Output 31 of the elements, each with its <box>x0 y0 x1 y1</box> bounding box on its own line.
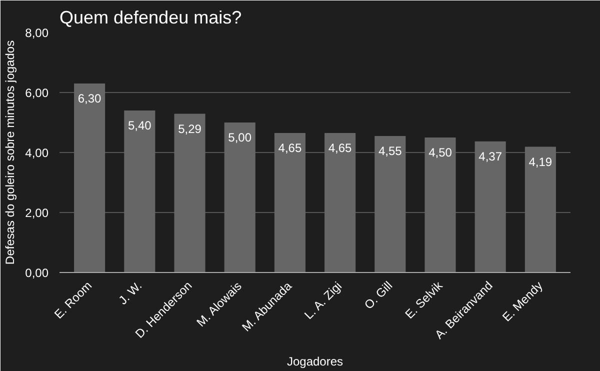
y-tick-label: 0,00 <box>25 266 49 280</box>
data-label: 4,65 <box>328 141 352 155</box>
bar <box>324 133 356 272</box>
bar <box>374 136 406 272</box>
y-tick-label: 6,00 <box>25 86 49 100</box>
data-label: 4,37 <box>478 149 502 164</box>
bar <box>224 122 256 272</box>
data-label: 5,29 <box>178 122 202 136</box>
data-label: 4,50 <box>428 146 452 160</box>
bar <box>524 146 556 272</box>
data-label: 4,65 <box>278 141 302 155</box>
chart-title: Quem defendeu mais? <box>60 8 242 28</box>
bar <box>174 114 206 272</box>
x-tick-label: J. W. <box>116 278 145 308</box>
data-label: 4,19 <box>528 154 552 169</box>
bar <box>124 110 156 272</box>
bar <box>274 133 306 272</box>
bar <box>74 84 106 272</box>
bar <box>474 141 506 272</box>
y-tick-label: 4,00 <box>25 146 49 160</box>
x-tick-label: O. Gill <box>362 278 396 312</box>
data-label: 5,40 <box>128 118 152 132</box>
x-tick-label: L. A. Zigi <box>302 279 345 322</box>
y-axis-title: Defesas do goleiro sobre minutos jogados <box>3 40 18 265</box>
data-label: 4,55 <box>378 144 402 158</box>
y-tick-label: 8,00 <box>25 26 49 40</box>
x-axis-title: Jogadores <box>286 354 344 369</box>
data-label: 6,30 <box>78 92 102 106</box>
y-tick-label: 2,00 <box>25 206 49 220</box>
bar <box>424 138 456 272</box>
data-label: 5,00 <box>228 130 252 144</box>
